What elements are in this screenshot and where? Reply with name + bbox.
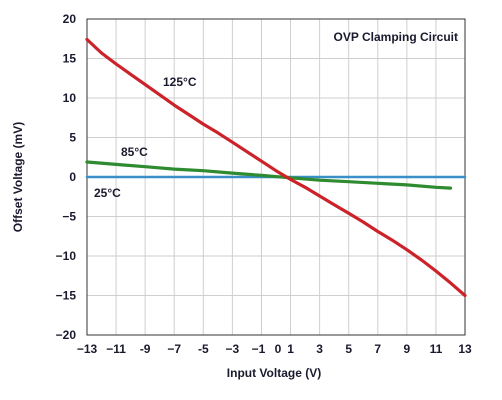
x-tick-label: 3	[316, 342, 323, 356]
x-tick-label: −11	[106, 342, 126, 356]
y-tick-label: −20	[56, 328, 77, 342]
y-tick-label: −5	[62, 210, 76, 224]
x-tick-label: −13	[77, 342, 98, 356]
x-tick-label: 11	[430, 342, 443, 356]
x-tick-label: -9	[140, 342, 151, 356]
series-line-125c	[85, 37, 467, 298]
series-line-85c	[85, 160, 453, 190]
x-tick-label: 1	[287, 342, 294, 356]
x-axis-ticks: −13 −11 -9 −7 -5 −3 −1 0 1 3 5 7 9 11 13	[77, 342, 472, 356]
x-tick-label: −7	[167, 342, 181, 356]
y-axis-label: Offset Voltage (mV)	[11, 122, 25, 232]
x-tick-label: 13	[458, 342, 472, 356]
series-label-125c: 125°C	[163, 75, 197, 89]
y-tick-label: 15	[63, 52, 77, 66]
y-tick-label: −15	[56, 289, 77, 303]
x-tick-label: 5	[345, 342, 352, 356]
y-tick-label: 5	[69, 131, 76, 145]
y-tick-label: −10	[56, 249, 77, 263]
series-lines	[85, 37, 467, 298]
series-labels: 125°C 85°C 25°C	[94, 75, 197, 200]
x-tick-label: 0	[275, 342, 282, 356]
x-axis-label: Input Voltage (V)	[227, 366, 321, 380]
x-tick-label: −1	[252, 342, 266, 356]
x-tick-label: −3	[226, 342, 240, 356]
series-label-85c: 85°C	[121, 145, 148, 159]
series-label-25c: 25°C	[94, 186, 121, 200]
y-axis-ticks: 20 15 10 5 0 −5 −10 −15 −20	[56, 12, 77, 342]
x-tick-label: 9	[404, 342, 411, 356]
x-tick-label: 7	[374, 342, 381, 356]
y-tick-label: 0	[69, 170, 76, 184]
x-tick-label: -5	[198, 342, 209, 356]
y-tick-label: 10	[63, 91, 77, 105]
y-tick-label: 20	[63, 12, 77, 26]
chart-title: OVP Clamping Circuit	[334, 30, 458, 44]
